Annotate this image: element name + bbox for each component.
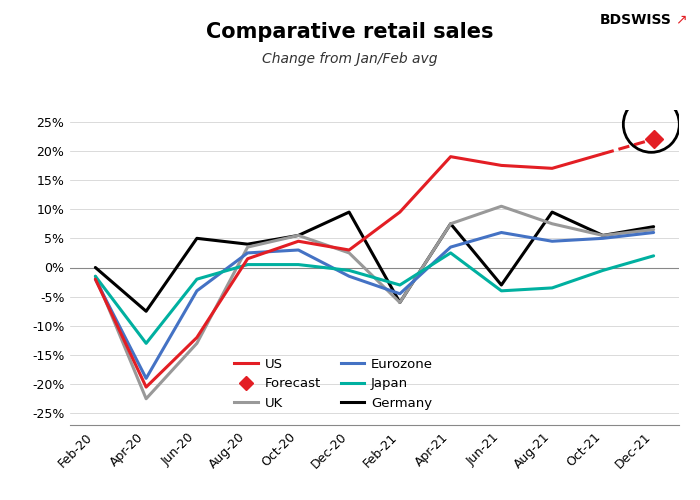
Text: BDSWISS: BDSWISS: [600, 12, 672, 26]
Legend: US, Forecast, UK, Eurozone, Japan, Germany: US, Forecast, UK, Eurozone, Japan, Germa…: [229, 352, 438, 416]
Text: ↗: ↗: [676, 12, 687, 26]
Text: Change from Jan/Feb avg: Change from Jan/Feb avg: [262, 52, 438, 66]
Text: Comparative retail sales: Comparative retail sales: [206, 22, 494, 42]
